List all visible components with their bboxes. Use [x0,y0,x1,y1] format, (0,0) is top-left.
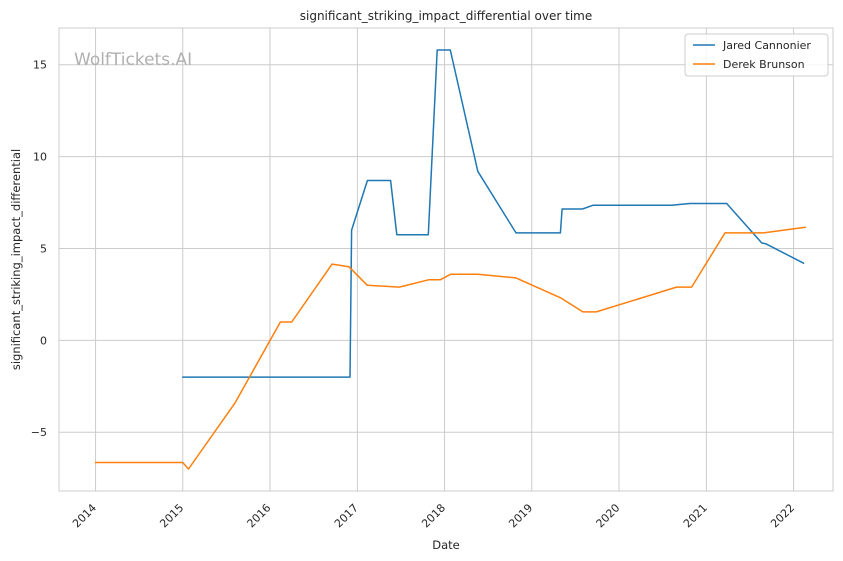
plot-area [58,27,834,492]
chart-title: significant_striking_impact_differential… [300,9,592,23]
x-axis-label: Date [432,538,460,552]
y-axis-label: significant_striking_impact_differential [9,149,23,370]
y-tick-label: 10 [33,151,47,164]
legend-label: Derek Brunson [723,58,805,71]
y-tick-label: 0 [40,334,47,347]
watermark-text: WolfTickets.AI [74,50,192,70]
y-tick-labels: −5 0 5 10 15 [31,59,47,439]
legend: Jared Cannonier Derek Brunson [684,33,829,77]
y-tick-label: 15 [33,59,47,72]
legend-label: Jared Cannonier [722,39,811,52]
legend-box [684,33,829,77]
series-layer [94,49,807,470]
series-line-derek-brunson [94,226,807,470]
y-tick-label: 5 [40,242,47,255]
y-tick-label: −5 [31,426,47,439]
series-line-jared-cannonier [181,49,805,378]
